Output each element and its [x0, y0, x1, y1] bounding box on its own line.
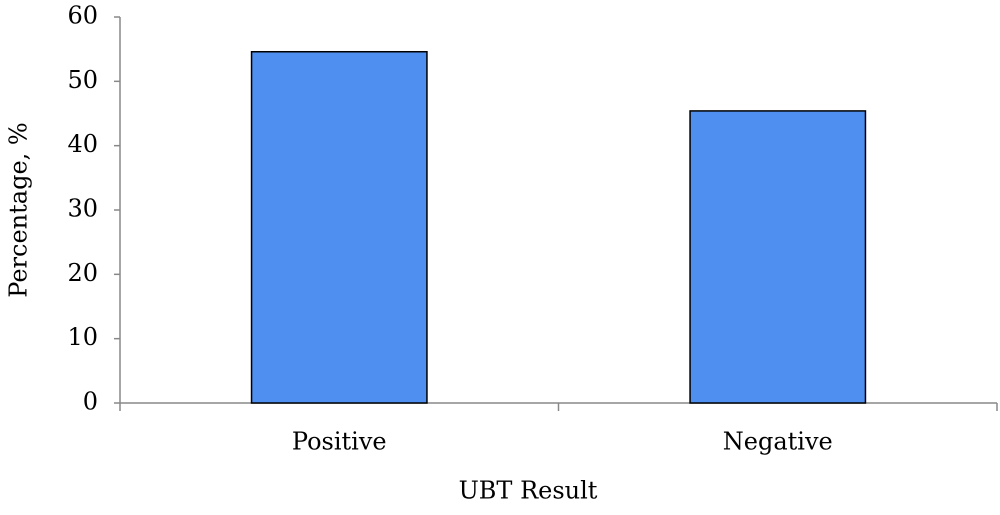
- y-tick-label: 60: [67, 2, 98, 30]
- x-tick-label: Negative: [723, 428, 833, 456]
- y-tick-label: 0: [83, 388, 98, 416]
- y-tick-label: 10: [67, 323, 98, 351]
- bar: [689, 110, 867, 404]
- bar: [250, 50, 428, 404]
- y-tick-label: 50: [67, 66, 98, 94]
- y-tick-label: 20: [67, 259, 98, 287]
- x-axis-label: UBT Result: [459, 477, 598, 505]
- x-tick-label: Positive: [292, 428, 387, 456]
- y-tick-label: 40: [67, 130, 98, 158]
- y-axis-label: Percentage, %: [5, 122, 33, 297]
- y-tick-label: 30: [67, 195, 98, 223]
